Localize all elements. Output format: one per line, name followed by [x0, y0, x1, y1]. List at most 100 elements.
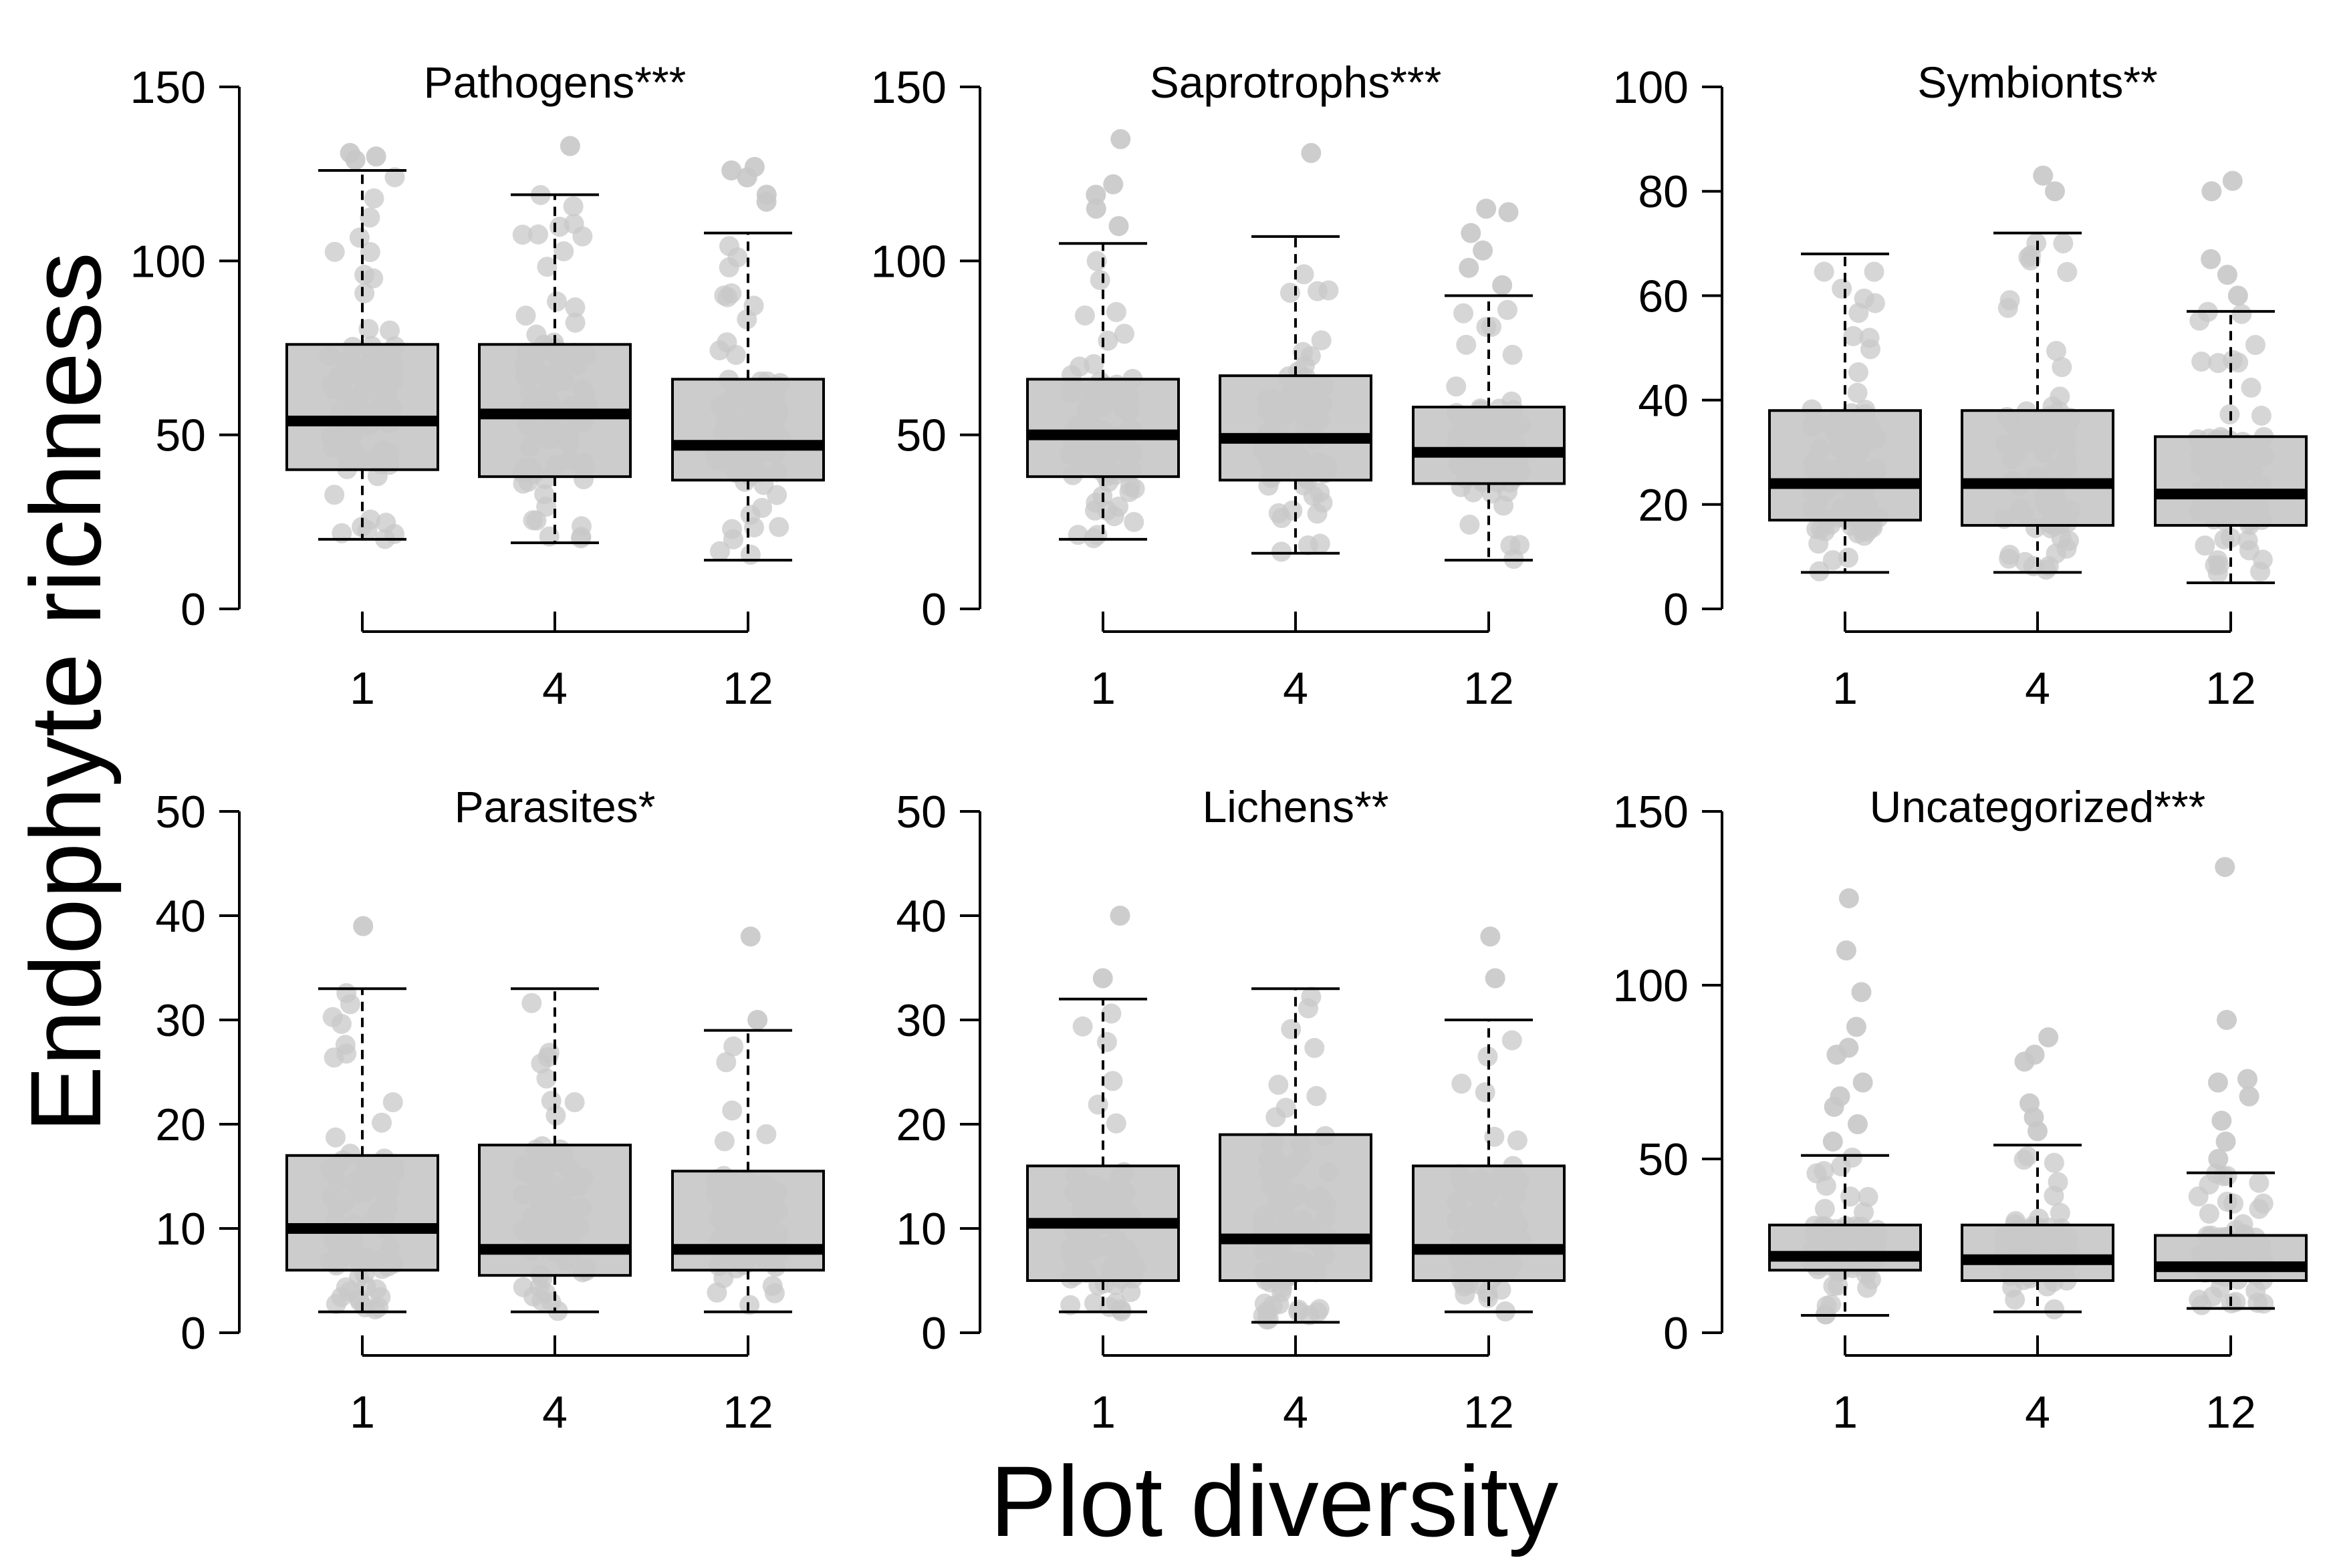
data-point	[2044, 1185, 2064, 1206]
data-point	[368, 1297, 389, 1318]
data-point	[536, 496, 557, 517]
outlier-point	[2201, 249, 2221, 269]
data-point	[326, 1293, 346, 1314]
data-point	[539, 1043, 560, 1063]
data-point	[1499, 1259, 1519, 1280]
data-point	[1265, 1107, 1286, 1128]
data-point	[2253, 1293, 2274, 1314]
data-point	[564, 1092, 585, 1113]
data-point	[374, 1180, 395, 1201]
outlier-point	[721, 160, 742, 180]
data-point	[1814, 261, 1834, 282]
outlier-point	[1492, 275, 1513, 295]
data-point	[1098, 330, 1118, 351]
data-point	[1279, 1250, 1300, 1271]
y-axis: 0 10 20 30 40 50	[896, 787, 981, 1359]
data-point	[519, 436, 540, 457]
box-group	[2154, 170, 2308, 584]
y-tick-label: 50	[155, 410, 206, 461]
data-point	[769, 517, 789, 537]
data-point	[366, 1279, 387, 1300]
data-point	[2241, 378, 2261, 398]
data-point	[512, 1220, 533, 1240]
data-point	[2052, 357, 2072, 378]
outlier-point	[1846, 1017, 1866, 1037]
data-point	[1832, 278, 1852, 299]
data-point	[557, 1212, 578, 1232]
data-point	[1454, 406, 1475, 427]
x-tick-label: 1	[1832, 663, 1858, 714]
outlier-point	[1838, 1037, 1859, 1058]
data-point	[2019, 421, 2040, 442]
data-point	[757, 1197, 777, 1218]
data-point	[563, 196, 584, 217]
data-point	[1318, 280, 1339, 301]
data-point	[1094, 1188, 1114, 1208]
outlier-point	[1092, 968, 1113, 989]
y-tick-label: 0	[921, 584, 947, 635]
box-outline	[285, 1154, 439, 1272]
x-tick-label: 1	[1832, 1387, 1858, 1438]
data-point	[1451, 1073, 1472, 1094]
data-point	[723, 529, 743, 549]
x-tick-label: 1	[1090, 1387, 1116, 1438]
x-tick-label: 4	[2025, 1387, 2050, 1438]
y-tick-label: 30	[896, 995, 947, 1046]
data-point	[2221, 471, 2241, 491]
data-point	[321, 426, 342, 446]
x-tick-label: 12	[2205, 663, 2256, 714]
data-point	[1093, 436, 1114, 456]
data-point	[547, 291, 568, 312]
x-tick-label: 12	[723, 1387, 773, 1438]
data-point	[2044, 1152, 2064, 1173]
data-point	[1255, 1205, 1275, 1226]
data-point	[525, 1160, 546, 1181]
data-point	[1306, 1262, 1327, 1283]
data-point	[360, 207, 380, 228]
data-point	[526, 324, 547, 345]
outlier-point	[2211, 1110, 2232, 1131]
data-point	[2048, 409, 2068, 430]
y-tick-label: 10	[896, 1204, 947, 1255]
data-point	[757, 413, 778, 434]
x-tick-label: 12	[1463, 1387, 1514, 1438]
data-point	[1475, 1082, 1495, 1103]
data-point	[714, 1131, 735, 1152]
data-points	[319, 142, 405, 549]
data-point	[373, 386, 394, 406]
data-point	[727, 247, 748, 268]
box-group	[1961, 165, 2114, 580]
data-point	[1106, 1113, 1126, 1134]
box-group	[285, 916, 439, 1319]
data-point	[1283, 445, 1304, 466]
data-point	[762, 1275, 783, 1296]
data-point	[1274, 405, 1295, 426]
box-outline	[671, 378, 825, 482]
data-point	[1847, 382, 1868, 403]
data-point	[1293, 1210, 1314, 1230]
outlier-point	[2019, 1093, 2040, 1114]
data-point	[1088, 1094, 1108, 1115]
box-outline	[671, 1170, 825, 1272]
data-point	[1316, 462, 1336, 483]
y-axis: 0 50 100 150	[130, 62, 241, 635]
panel: Saprotrophs*** 0 50 100 150 1 4 12	[871, 57, 1566, 714]
data-point	[1062, 365, 1082, 386]
data-point	[332, 1150, 353, 1171]
data-point	[1997, 407, 2017, 428]
data-point	[1258, 475, 1279, 496]
box-outline	[1768, 1223, 1922, 1272]
panel: Pathogens*** 0 50 100 150 1 4 12	[130, 57, 825, 714]
data-point	[1260, 1132, 1281, 1153]
y-tick-label: 60	[1638, 271, 1689, 321]
data-point	[512, 225, 533, 245]
data-point	[2000, 438, 2021, 459]
data-point	[549, 1139, 570, 1160]
data-point	[1254, 1293, 1275, 1314]
data-point	[1497, 481, 1517, 502]
data-point	[2220, 527, 2241, 548]
data-point	[566, 346, 587, 366]
box-group	[1026, 906, 1180, 1321]
data-point	[722, 1100, 743, 1121]
data-point	[767, 398, 787, 418]
